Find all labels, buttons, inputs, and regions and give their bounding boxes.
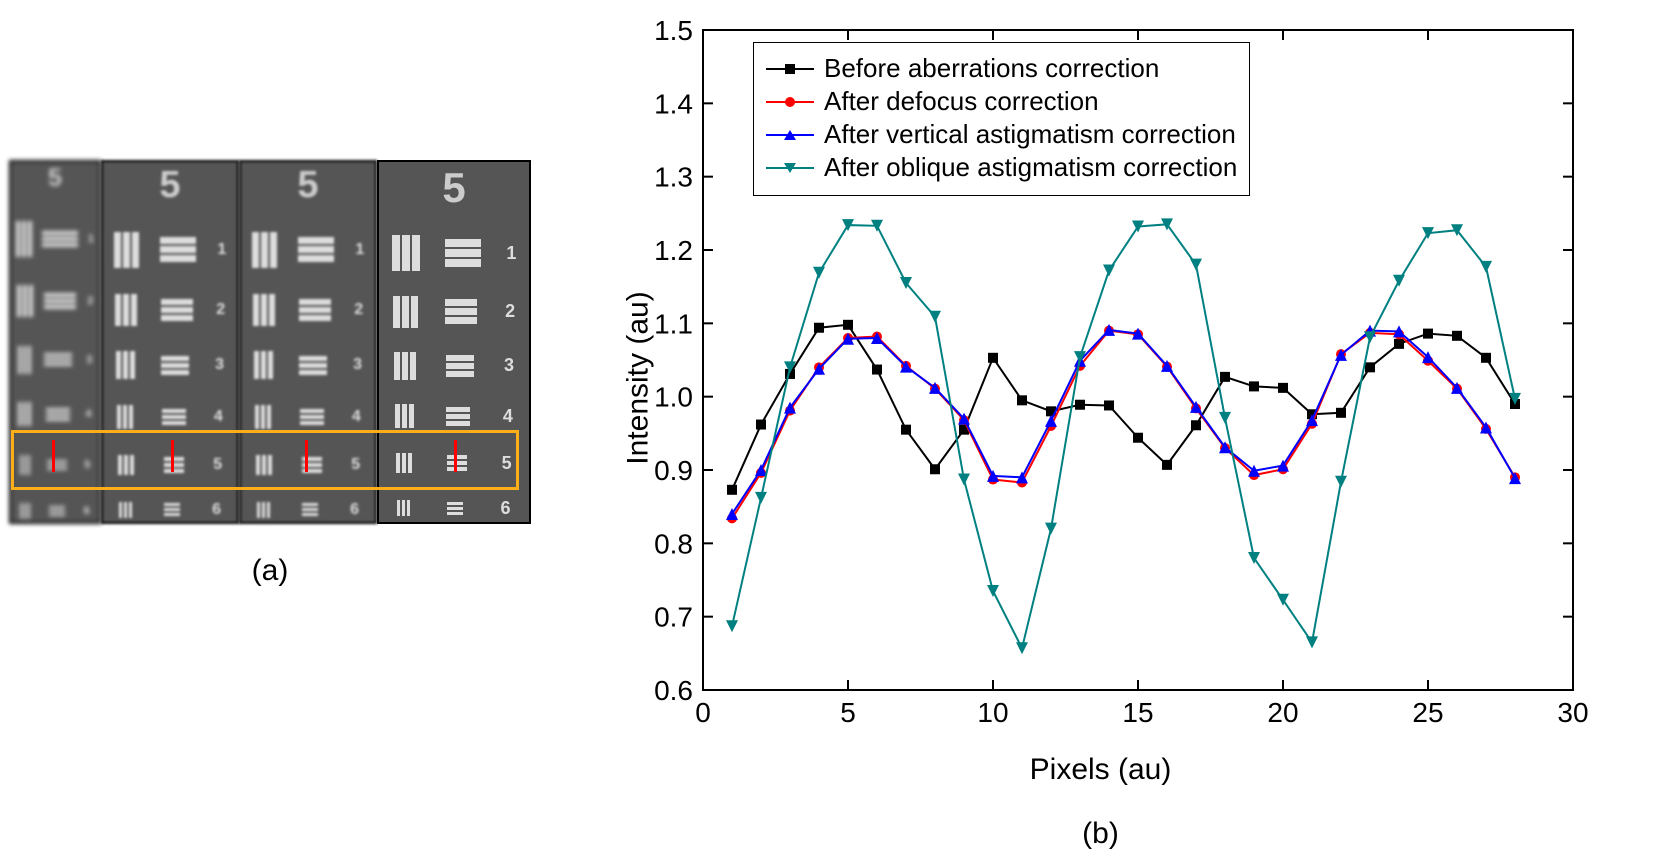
target-image-col-1: 5123456 [101, 160, 239, 524]
caption-b: (b) [1082, 817, 1119, 851]
series-marker-oblique [958, 474, 970, 486]
series-marker-oblique [1335, 476, 1347, 488]
target-image-col-0: 5123456 [9, 160, 101, 524]
series-marker-oblique [1480, 261, 1492, 273]
series-marker-before [1133, 433, 1143, 443]
series-marker-before [1220, 372, 1230, 382]
svg-text:1.3: 1.3 [654, 162, 693, 193]
series-marker-vertical [726, 508, 738, 520]
legend: Before aberrations correctionAfter defoc… [753, 42, 1250, 196]
series-line-oblique [732, 224, 1515, 648]
intensity-chart: Intensity (au) 0 5 10 15 20 25 30 0.6 0.7 0.8 0.9 1… [608, 10, 1593, 745]
series-marker-oblique [755, 492, 767, 504]
series-marker-oblique [813, 267, 825, 279]
x-axis-label: Pixels (au) [1030, 753, 1172, 787]
resolution-target-images: 5123456512345651234565123456 [9, 160, 531, 524]
series-marker-before [1365, 362, 1375, 372]
series-marker-before [1423, 329, 1433, 339]
panel-a: 5123456512345651234565123456 (a) [0, 0, 540, 588]
series-marker-before [1191, 420, 1201, 430]
svg-text:0.7: 0.7 [654, 602, 693, 633]
figure: 5123456512345651234565123456 (a) Intensi… [0, 0, 1661, 867]
series-marker-before [1075, 400, 1085, 410]
legend-label: Before aberrations correction [824, 53, 1159, 84]
target-image-col-2: 5123456 [239, 160, 377, 524]
legend-marker-icon [785, 97, 795, 107]
legend-item-1: After defocus correction [766, 86, 1237, 117]
legend-label: After oblique astigmatism correction [824, 152, 1237, 183]
legend-item-2: After vertical astigmatism correction [766, 119, 1237, 150]
series-marker-before [843, 320, 853, 330]
legend-label: After defocus correction [824, 86, 1099, 117]
series-marker-before [1017, 395, 1027, 405]
svg-text:20: 20 [1267, 697, 1298, 728]
legend-label: After vertical astigmatism correction [824, 119, 1236, 150]
series-marker-before [1394, 339, 1404, 349]
series-marker-oblique [1190, 259, 1202, 271]
svg-text:10: 10 [977, 697, 1008, 728]
legend-item-0: Before aberrations correction [766, 53, 1237, 84]
target-image-col-3: 5123456 [377, 160, 531, 524]
series-line-defocus [732, 331, 1515, 519]
svg-text:1.0: 1.0 [654, 382, 693, 413]
series-marker-before [727, 485, 737, 495]
svg-text:30: 30 [1557, 697, 1588, 728]
series-marker-oblique [726, 620, 738, 632]
series-marker-before [872, 365, 882, 375]
series-marker-oblique [1248, 552, 1260, 564]
legend-item-3: After oblique astigmatism correction [766, 152, 1237, 183]
svg-text:1.4: 1.4 [654, 88, 693, 119]
svg-text:0.8: 0.8 [654, 528, 693, 559]
series-marker-before [1481, 353, 1491, 363]
series-marker-before [930, 464, 940, 474]
legend-marker-icon [784, 130, 796, 140]
svg-text:25: 25 [1412, 697, 1443, 728]
series-line-before [732, 325, 1515, 490]
series-marker-before [1452, 331, 1462, 341]
series-marker-oblique [929, 311, 941, 323]
y-axis-label: Intensity (au) [622, 291, 656, 464]
svg-text:0: 0 [695, 697, 711, 728]
series-marker-oblique [1306, 636, 1318, 648]
svg-text:1.5: 1.5 [654, 15, 693, 46]
series-marker-oblique [1103, 265, 1115, 277]
svg-text:0.9: 0.9 [654, 455, 693, 486]
svg-text:1.2: 1.2 [654, 235, 693, 266]
series-marker-oblique [1277, 594, 1289, 606]
svg-text:5: 5 [840, 697, 856, 728]
legend-marker-icon [784, 163, 796, 173]
series-marker-before [814, 323, 824, 333]
series-marker-before [1104, 400, 1114, 410]
legend-marker-icon [785, 64, 795, 74]
series-marker-before [1162, 460, 1172, 470]
series-marker-before [1336, 408, 1346, 418]
series-marker-oblique [1393, 275, 1405, 287]
series-marker-oblique [987, 585, 999, 597]
series-marker-before [756, 420, 766, 430]
series-marker-before [1249, 381, 1259, 391]
series-marker-before [988, 353, 998, 363]
series-marker-oblique [1045, 523, 1057, 535]
series-marker-oblique [1219, 412, 1231, 424]
series-marker-oblique [1016, 642, 1028, 654]
series-marker-before [1278, 383, 1288, 393]
series-marker-before [901, 425, 911, 435]
svg-text:15: 15 [1122, 697, 1153, 728]
panel-b: Intensity (au) 0 5 10 15 20 25 30 0.6 0.7 0.8 0.9 1… [540, 0, 1661, 851]
svg-text:0.6: 0.6 [654, 675, 693, 706]
caption-a: (a) [252, 554, 289, 588]
series-marker-oblique [1364, 331, 1376, 343]
svg-text:1.1: 1.1 [654, 308, 693, 339]
